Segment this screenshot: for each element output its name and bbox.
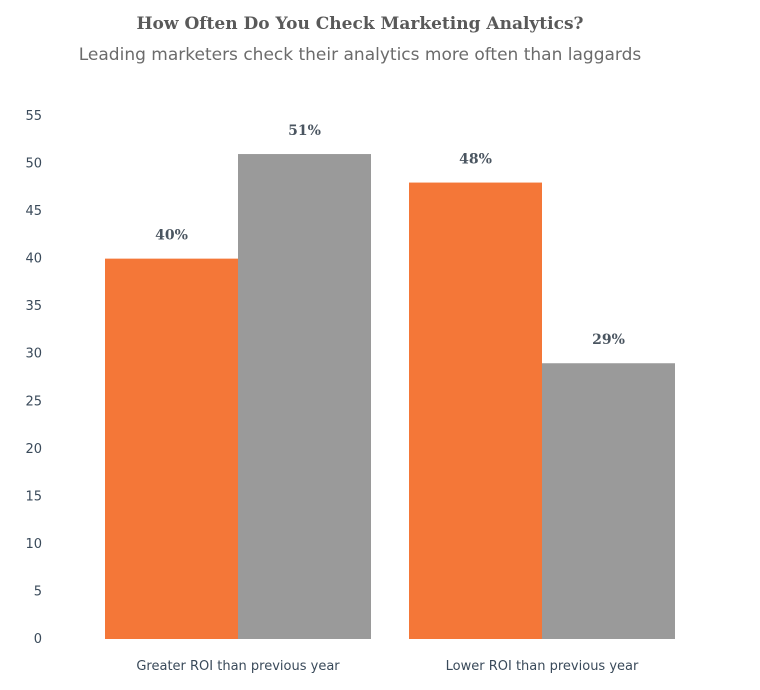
x-category-label: Lower ROI than previous year xyxy=(446,659,639,674)
y-tick-label: 10 xyxy=(25,537,42,552)
x-category-label: Greater ROI than previous year xyxy=(136,659,340,674)
y-tick-label: 15 xyxy=(25,489,42,504)
y-tick-label: 40 xyxy=(25,252,42,267)
y-tick-label: 30 xyxy=(25,347,42,362)
chart-title: How Often Do You Check Marketing Analyti… xyxy=(136,14,584,34)
y-tick-label: 35 xyxy=(25,299,42,314)
bar xyxy=(238,154,371,639)
y-tick-label: 25 xyxy=(25,394,42,409)
y-tick-label: 50 xyxy=(25,157,42,172)
data-label: 51% xyxy=(288,123,321,139)
y-tick-label: 45 xyxy=(25,204,42,219)
bar xyxy=(542,363,675,639)
y-tick-label: 20 xyxy=(25,442,42,457)
data-label: 40% xyxy=(155,228,188,244)
data-label: 48% xyxy=(459,152,492,168)
data-label: 29% xyxy=(592,332,625,348)
y-tick-label: 55 xyxy=(25,109,42,124)
chart-subtitle: Leading marketers check their analytics … xyxy=(78,45,642,65)
y-tick-label: 5 xyxy=(34,584,42,599)
bar xyxy=(105,258,238,639)
y-tick-label: 0 xyxy=(34,632,42,647)
bar xyxy=(409,182,542,639)
